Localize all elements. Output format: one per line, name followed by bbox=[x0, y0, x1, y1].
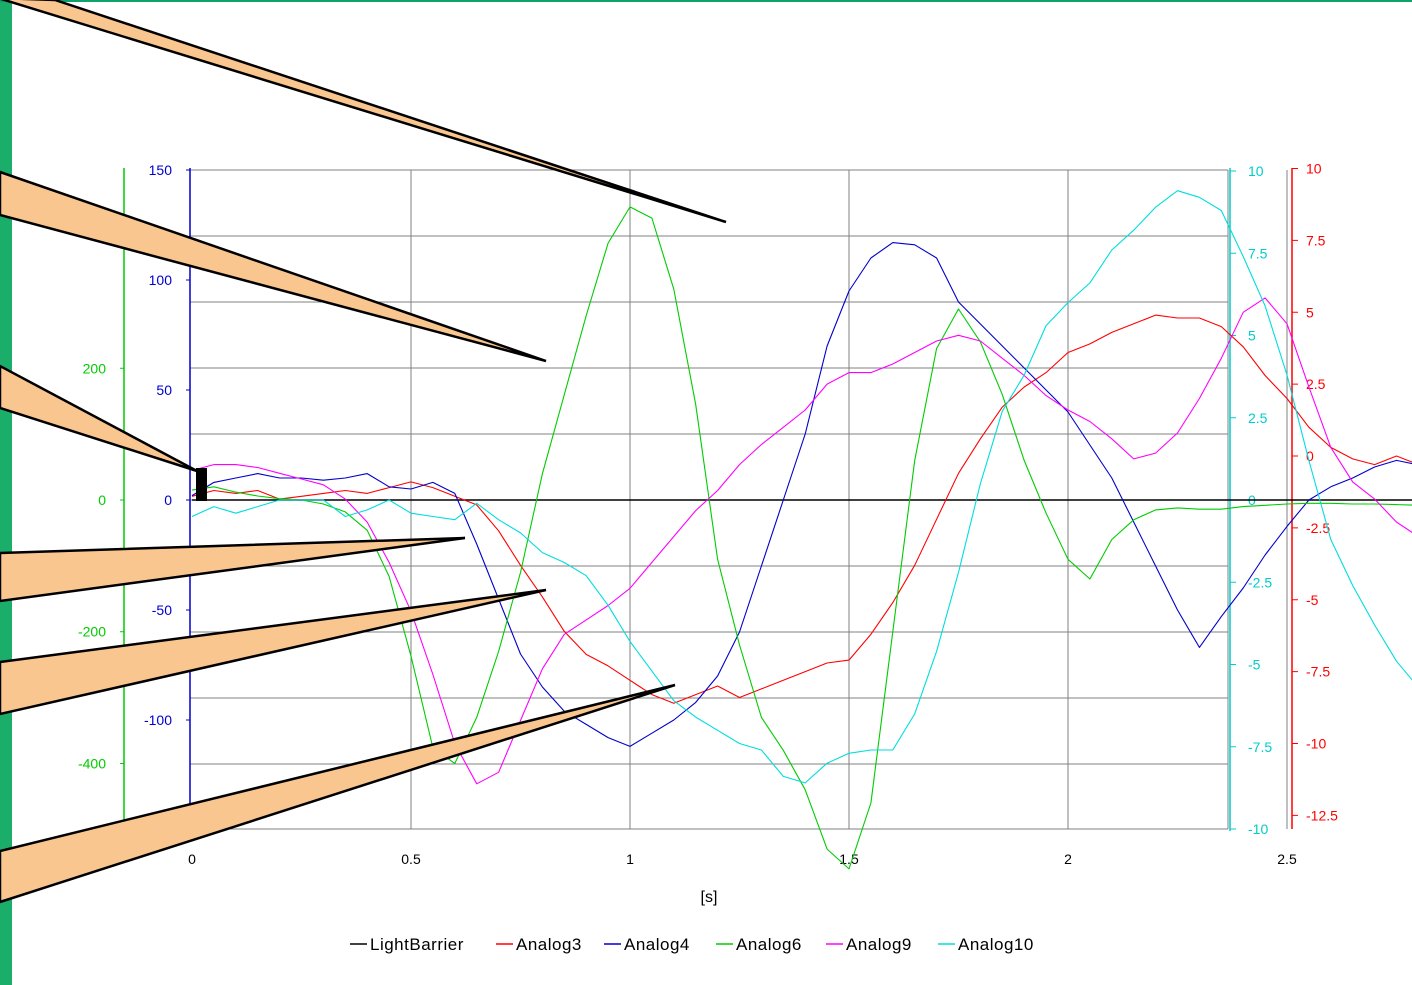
series-line-analog4 bbox=[191, 242, 1412, 747]
callout-wedge-1 bbox=[0, 0, 727, 224]
series-line-analog9 bbox=[191, 297, 1412, 785]
red-right-tick-label: 2.5 bbox=[1306, 376, 1326, 392]
red-right-tick-label: -5 bbox=[1306, 592, 1319, 608]
legend-label-analog10: Analog10 bbox=[958, 935, 1034, 954]
red-right-tick-label: 7.5 bbox=[1306, 232, 1326, 248]
x-tick-label: 1.5 bbox=[839, 851, 859, 867]
origin-marker bbox=[196, 468, 207, 501]
series-line-analog10 bbox=[191, 190, 1412, 784]
top-border-strip bbox=[0, 0, 1412, 2]
green-left-tick-label: -400 bbox=[78, 755, 106, 771]
blue-left-tick-label: -50 bbox=[152, 602, 172, 618]
callout-wedge-6 bbox=[0, 683, 676, 904]
cyan-right-tick-label: 5 bbox=[1248, 328, 1256, 344]
left-border-strip bbox=[0, 0, 12, 985]
series-line-analog6 bbox=[191, 206, 1412, 870]
legend-label-lightbarrier: LightBarrier bbox=[370, 935, 464, 954]
red-right-tick-label: 10 bbox=[1306, 161, 1322, 177]
blue-left-tick-label: -100 bbox=[144, 712, 172, 728]
red-right-tick-label: 0 bbox=[1306, 448, 1314, 464]
legend: LightBarrier Analog3 Analog4 Analog6 Analog9… bbox=[350, 935, 1034, 954]
blue-left-tick-label: 50 bbox=[156, 382, 172, 398]
x-tick-label: 0 bbox=[188, 851, 196, 867]
blue-left-tick-label: 0 bbox=[164, 492, 172, 508]
callouts bbox=[0, 0, 727, 904]
red-right-tick-label: 5 bbox=[1306, 304, 1314, 320]
callout-wedge-5 bbox=[0, 588, 547, 716]
red-right-tick-label: -7.5 bbox=[1306, 664, 1330, 680]
cyan-right-tick-label: -7.5 bbox=[1248, 739, 1272, 755]
blue-left-tick-label: 100 bbox=[149, 272, 173, 288]
cyan-right-tick-label: -2.5 bbox=[1248, 574, 1272, 590]
x-axis-label: [s] bbox=[701, 889, 718, 906]
green-left-tick-label: 0 bbox=[98, 492, 106, 508]
red-right-tick-label: -12.5 bbox=[1306, 807, 1338, 823]
x-tick-label: 2 bbox=[1064, 851, 1072, 867]
callout-wedge-4 bbox=[0, 536, 466, 603]
green-left-tick-label: 200 bbox=[83, 360, 107, 376]
cyan-right-tick-label: 10 bbox=[1248, 163, 1264, 179]
legend-label-analog6: Analog6 bbox=[736, 935, 802, 954]
x-tick-label: 1 bbox=[626, 851, 634, 867]
cyan-right-tick-label: 7.5 bbox=[1248, 245, 1268, 261]
cyan-right-tick-label: -10 bbox=[1248, 821, 1268, 837]
x-tick-label: 0.5 bbox=[401, 851, 421, 867]
red-right-tick-label: -10 bbox=[1306, 736, 1326, 752]
x-tick-label: 2.5 bbox=[1277, 851, 1297, 867]
axes: 00.511.522.533.544.5150100500-50-1002000… bbox=[78, 161, 1338, 868]
blue-left-tick-label: 150 bbox=[149, 162, 173, 178]
green-left-tick-label: -200 bbox=[78, 624, 106, 640]
red-right-tick-label: -2.5 bbox=[1306, 520, 1330, 536]
callout-wedge-2 bbox=[0, 170, 547, 363]
series-lines bbox=[191, 190, 1412, 870]
legend-label-analog4: Analog4 bbox=[624, 935, 690, 954]
cyan-right-tick-label: -5 bbox=[1248, 657, 1261, 673]
cyan-right-tick-label: 2.5 bbox=[1248, 410, 1268, 426]
legend-label-analog9: Analog9 bbox=[846, 935, 912, 954]
legend-label-analog3: Analog3 bbox=[516, 935, 582, 954]
callout-wedge-3 bbox=[0, 364, 198, 473]
